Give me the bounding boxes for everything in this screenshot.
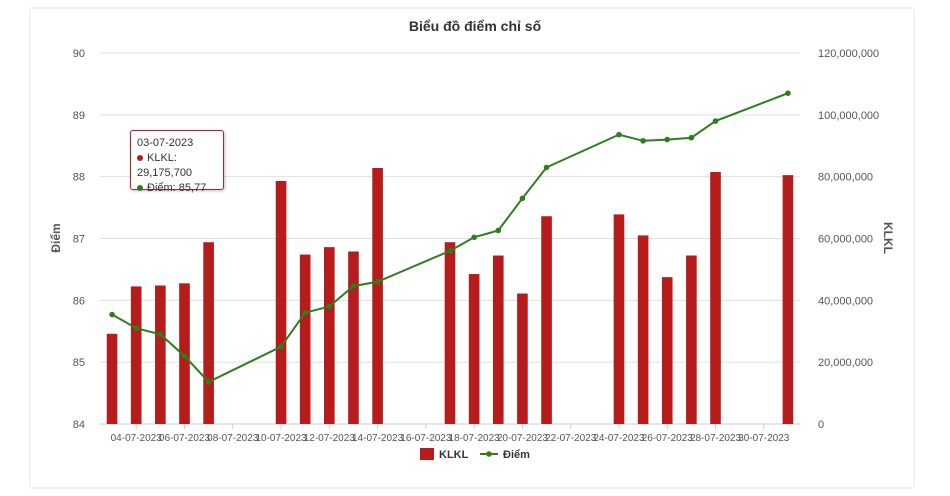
y-right-axis-title: KLKL bbox=[881, 222, 895, 254]
chart-frame bbox=[29, 7, 915, 489]
y-right-tick-label: 20,000,000 bbox=[818, 357, 873, 369]
y-left-tick-label: 84 bbox=[73, 419, 85, 431]
legend-index-label: Điểm bbox=[503, 449, 530, 461]
legend-index-marker bbox=[486, 451, 492, 457]
legend-volume-label: KLKL bbox=[439, 449, 469, 461]
volume-dot-icon bbox=[137, 155, 143, 162]
index-point bbox=[278, 343, 284, 350]
x-tick-label: 12-07-2023 bbox=[304, 433, 356, 444]
tooltip-volume: KLKL: 29,175,700 bbox=[137, 151, 217, 181]
volume-bar bbox=[130, 286, 142, 424]
index-point bbox=[640, 138, 646, 144]
index-point bbox=[350, 283, 357, 289]
volume-bar bbox=[637, 235, 649, 424]
volume-bar bbox=[492, 255, 504, 424]
x-tick-label: 14-07-2023 bbox=[352, 433, 404, 444]
volume-bar bbox=[517, 293, 528, 424]
volume-bar bbox=[444, 242, 456, 424]
chart-tooltip: 03-07-2023 KLKL: 29,175,700 Điểm: 85,77 bbox=[130, 130, 224, 194]
index-point bbox=[447, 248, 453, 254]
index-point bbox=[495, 227, 502, 234]
index-point bbox=[133, 325, 140, 331]
index-point bbox=[157, 331, 164, 338]
index-point bbox=[302, 309, 308, 316]
x-tick-label: 04-07-2023 bbox=[111, 433, 163, 444]
x-tick-label: 20-07-2023 bbox=[497, 433, 549, 444]
x-tick-label: 28-07-2023 bbox=[690, 433, 742, 444]
volume-bar bbox=[324, 247, 335, 424]
index-point bbox=[181, 353, 188, 359]
tooltip-index-text: Điểm: 85,77 bbox=[147, 182, 207, 194]
x-tick-label: 26-07-2023 bbox=[642, 433, 694, 444]
volume-bar bbox=[661, 277, 673, 424]
y-right-tick-label: 80,000,000 bbox=[818, 172, 873, 184]
x-tick-label: 24-07-2023 bbox=[593, 433, 645, 444]
volume-bar bbox=[348, 251, 359, 424]
volume-bar bbox=[468, 274, 480, 424]
tooltip-volume-text: KLKL: 29,175,700 bbox=[137, 152, 193, 179]
x-tick-label: 22-07-2023 bbox=[545, 433, 597, 444]
volume-bar bbox=[203, 242, 214, 424]
tooltip-date: 03-07-2023 bbox=[137, 137, 194, 149]
index-point bbox=[471, 234, 477, 241]
y-right-tick-label: 60,000,000 bbox=[818, 234, 873, 246]
index-point bbox=[785, 90, 791, 96]
y-left-tick-label: 86 bbox=[73, 295, 85, 307]
y-left-tick-label: 90 bbox=[73, 48, 85, 60]
y-right-tick-label: 0 bbox=[818, 419, 824, 431]
index-point bbox=[688, 134, 695, 141]
index-point bbox=[374, 278, 381, 285]
x-tick-label: 10-07-2023 bbox=[255, 433, 307, 444]
volume-bar bbox=[106, 333, 118, 424]
index-point bbox=[519, 195, 526, 202]
y-right-tick-label: 40,000,000 bbox=[818, 295, 873, 307]
tooltip-index: Điểm: 85,77 bbox=[137, 181, 217, 196]
x-tick-label: 06-07-2023 bbox=[159, 433, 211, 444]
index-point bbox=[543, 164, 550, 171]
volume-bar bbox=[155, 285, 166, 424]
index-point bbox=[205, 379, 212, 385]
y-left-tick-label: 89 bbox=[73, 110, 85, 122]
index-point bbox=[109, 311, 115, 318]
chart-title: Biểu đồ điểm chỉ số bbox=[409, 18, 542, 34]
volume-bar bbox=[710, 172, 721, 424]
volume-bar bbox=[299, 254, 311, 424]
y-right-tick-label: 100,000,000 bbox=[818, 110, 879, 122]
index-dot-icon bbox=[137, 185, 143, 192]
x-tick-label: 18-07-2023 bbox=[449, 433, 501, 444]
volume-bar bbox=[782, 175, 794, 424]
x-tick-label: 30-07-2023 bbox=[738, 433, 790, 444]
y-right-tick-label: 120,000,000 bbox=[818, 48, 879, 60]
index-point bbox=[616, 131, 622, 138]
y-left-tick-label: 85 bbox=[73, 357, 85, 369]
y-left-axis-title: Điểm bbox=[49, 223, 63, 252]
volume-bar bbox=[613, 214, 625, 424]
index-point bbox=[326, 303, 333, 310]
volume-bar bbox=[686, 255, 697, 424]
x-tick-label: 16-07-2023 bbox=[400, 433, 452, 444]
legend-volume-swatch bbox=[420, 448, 434, 460]
volume-bar bbox=[372, 168, 383, 424]
volume-bar bbox=[275, 180, 287, 424]
y-left-tick-label: 87 bbox=[73, 234, 85, 246]
index-point bbox=[664, 136, 671, 143]
x-tick-label: 08-07-2023 bbox=[207, 433, 259, 444]
volume-bar bbox=[541, 216, 552, 424]
y-left-tick-label: 88 bbox=[73, 172, 85, 184]
index-point bbox=[712, 118, 719, 124]
